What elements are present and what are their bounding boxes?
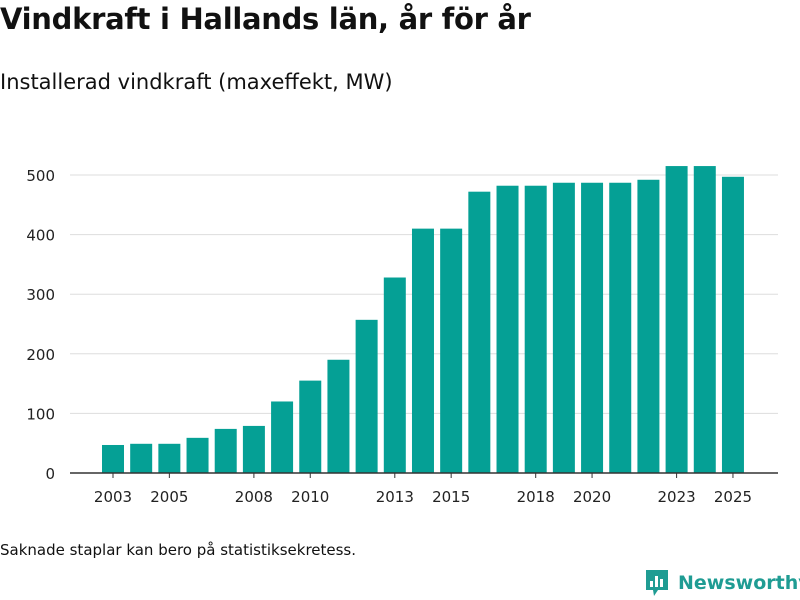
y-tick-label: 100 (26, 405, 55, 423)
bar (496, 185, 519, 473)
chart-subtitle: Installerad vindkraft (maxeffekt, MW) (0, 70, 393, 94)
bar-chart-logo-icon (646, 570, 668, 596)
x-tick-label: 2010 (291, 488, 329, 506)
footnote: Saknade staplar kan bero på statistiksek… (0, 541, 357, 559)
x-tick-label: 2003 (94, 488, 132, 506)
bar (721, 176, 744, 473)
bar (468, 191, 491, 474)
y-tick-label: 500 (26, 167, 55, 185)
x-tick-label: 2020 (573, 488, 611, 506)
bar (271, 401, 294, 473)
x-tick-label: 2008 (235, 488, 273, 506)
bar (355, 319, 378, 473)
y-tick-label: 400 (26, 227, 55, 245)
bar (440, 228, 463, 473)
x-tick-label: 2018 (517, 488, 555, 506)
x-tick-label: 2023 (658, 488, 696, 506)
y-tick-label: 0 (45, 465, 55, 483)
bar (102, 444, 124, 473)
brand-name: Newsworthy (678, 572, 800, 594)
bar (665, 166, 688, 473)
bar (637, 179, 660, 473)
brand-logo: Newsworthy (644, 568, 800, 598)
bar (158, 443, 181, 473)
bar (693, 166, 716, 473)
bar (581, 182, 604, 474)
bar (552, 182, 575, 474)
bar (186, 437, 209, 473)
bar (411, 228, 434, 473)
bar (214, 428, 237, 473)
x-tick-label: 2013 (376, 488, 414, 506)
bar (327, 359, 350, 473)
bar-chart: 0 100 200 300 400 500 2003 2005 2008 2010 2013 2015… (26, 166, 778, 506)
x-tick-label: 2015 (432, 488, 470, 506)
y-tick-label: 300 (26, 286, 55, 304)
bar (609, 182, 632, 474)
bar (130, 443, 153, 473)
bar (524, 185, 547, 473)
y-tick-label: 200 (26, 346, 55, 364)
bar (242, 425, 265, 473)
chart-title: Vindkraft i Hallands län, år för år (0, 2, 531, 36)
bar (299, 380, 322, 473)
x-tick-label: 2025 (714, 488, 752, 506)
bar (383, 277, 406, 473)
x-tick-label: 2005 (150, 488, 188, 506)
